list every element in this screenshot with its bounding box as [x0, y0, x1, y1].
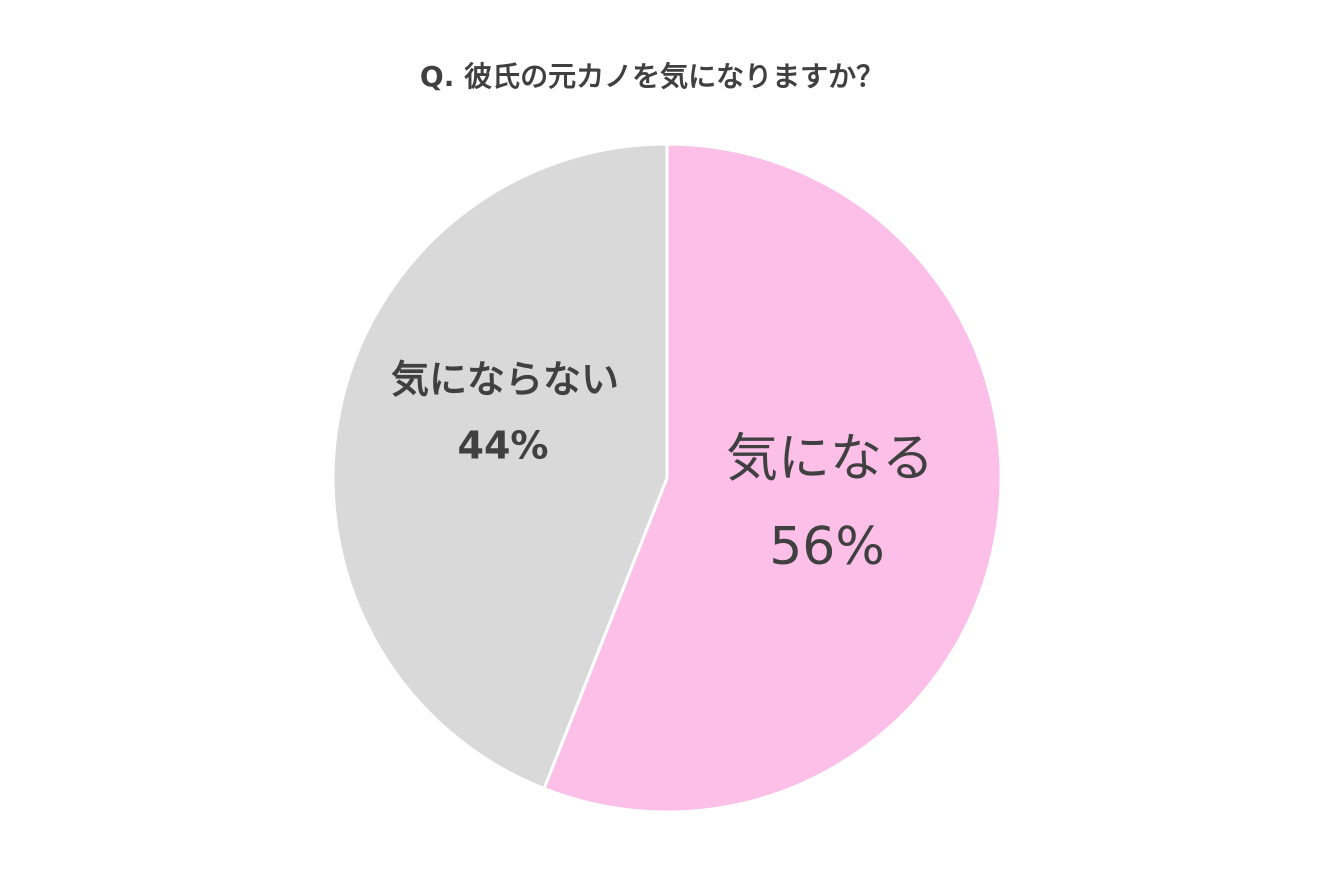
- pie-slice: [331, 142, 669, 791]
- value-label: 44%: [458, 424, 549, 468]
- value-label: 56%: [769, 517, 885, 577]
- pie-slice: [542, 142, 1003, 814]
- slice-label: 気にならない: [391, 358, 619, 402]
- chart-title: Q. 彼氏の元カノを気になりますか？: [420, 60, 884, 93]
- slice-label: 気になる: [726, 429, 934, 489]
